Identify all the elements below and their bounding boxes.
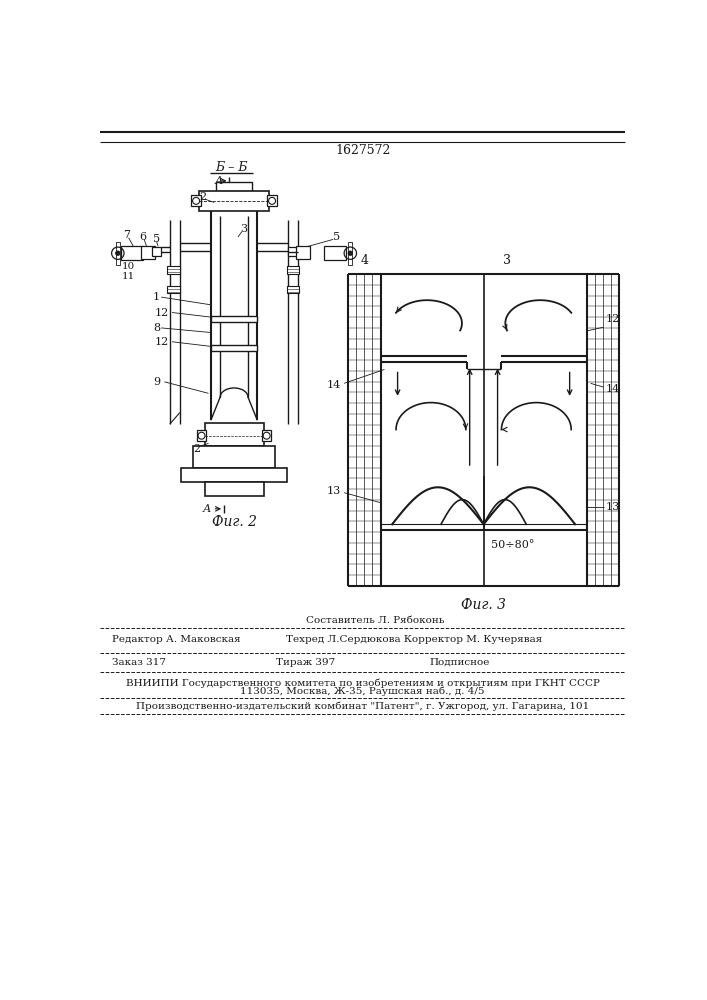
Bar	[197, 430, 206, 441]
Bar	[121, 246, 143, 260]
Bar	[168, 266, 180, 274]
Text: 2: 2	[193, 444, 201, 454]
Bar	[168, 286, 180, 293]
Bar	[192, 195, 201, 206]
Text: 4: 4	[361, 254, 369, 267]
Bar	[296, 246, 310, 259]
Bar	[182, 468, 287, 482]
Text: А: А	[203, 504, 211, 514]
Text: 8: 8	[153, 323, 160, 333]
Text: ВНИИПИ Государственного комитета по изобретениям и открытиям при ГКНТ СССР: ВНИИПИ Государственного комитета по изоб…	[126, 679, 600, 688]
Text: Фиг. 2: Фиг. 2	[211, 515, 257, 529]
Text: 7: 7	[124, 231, 131, 240]
Text: 13: 13	[606, 502, 620, 512]
Text: А: А	[214, 176, 223, 186]
Bar	[288, 247, 298, 256]
Bar	[204, 482, 264, 496]
Text: 1: 1	[153, 292, 160, 302]
Circle shape	[115, 251, 120, 256]
Text: 3: 3	[503, 254, 511, 267]
Text: Редактор А. Маковская: Редактор А. Маковская	[112, 635, 240, 644]
Bar	[324, 246, 346, 260]
Text: 10: 10	[122, 262, 135, 271]
Bar	[199, 191, 269, 211]
Circle shape	[348, 251, 353, 256]
Text: Техред Л.Сердюкова Корректор М. Кучерявая: Техред Л.Сердюкова Корректор М. Кучерява…	[286, 635, 542, 644]
Bar	[262, 430, 271, 441]
Text: Подписное: Подписное	[429, 658, 490, 667]
Text: 50÷80°: 50÷80°	[491, 540, 534, 550]
Bar	[141, 246, 155, 259]
Text: 14: 14	[327, 380, 341, 390]
Text: 3: 3	[240, 224, 247, 234]
Text: 6: 6	[139, 232, 146, 242]
Text: Б – Б: Б – Б	[216, 161, 248, 174]
Bar	[216, 182, 252, 191]
Text: Заказ 317: Заказ 317	[112, 658, 165, 667]
Bar	[116, 242, 120, 265]
Text: 2: 2	[199, 192, 206, 202]
Text: 1627572: 1627572	[335, 144, 390, 157]
Text: 14: 14	[606, 384, 620, 394]
Bar	[267, 195, 276, 206]
Text: Тираж 397: Тираж 397	[276, 658, 335, 667]
Bar	[287, 266, 299, 274]
Text: 9: 9	[153, 377, 160, 387]
Text: 13: 13	[327, 486, 341, 496]
Text: 113035, Москва, Ж-35, Раушская наб., д. 4/5: 113035, Москва, Ж-35, Раушская наб., д. …	[240, 687, 485, 696]
Text: Составитель Л. Рябоконь: Составитель Л. Рябоконь	[306, 616, 444, 625]
Text: 11: 11	[122, 272, 135, 281]
Text: Производственно-издательский комбинат "Патент", г. Ужгород, ул. Гагарина, 101: Производственно-издательский комбинат "П…	[136, 702, 590, 711]
Text: 12: 12	[155, 308, 169, 318]
Bar	[152, 247, 161, 256]
Bar	[211, 345, 257, 351]
Text: 12: 12	[155, 337, 169, 347]
Text: 5: 5	[153, 234, 160, 244]
Bar	[211, 316, 257, 322]
Bar	[348, 242, 352, 265]
Text: 5: 5	[333, 232, 340, 242]
Text: 12: 12	[606, 314, 620, 324]
Bar	[193, 446, 275, 468]
Bar	[204, 423, 264, 446]
Bar	[287, 286, 299, 293]
Text: Фиг. 3: Фиг. 3	[461, 598, 506, 612]
